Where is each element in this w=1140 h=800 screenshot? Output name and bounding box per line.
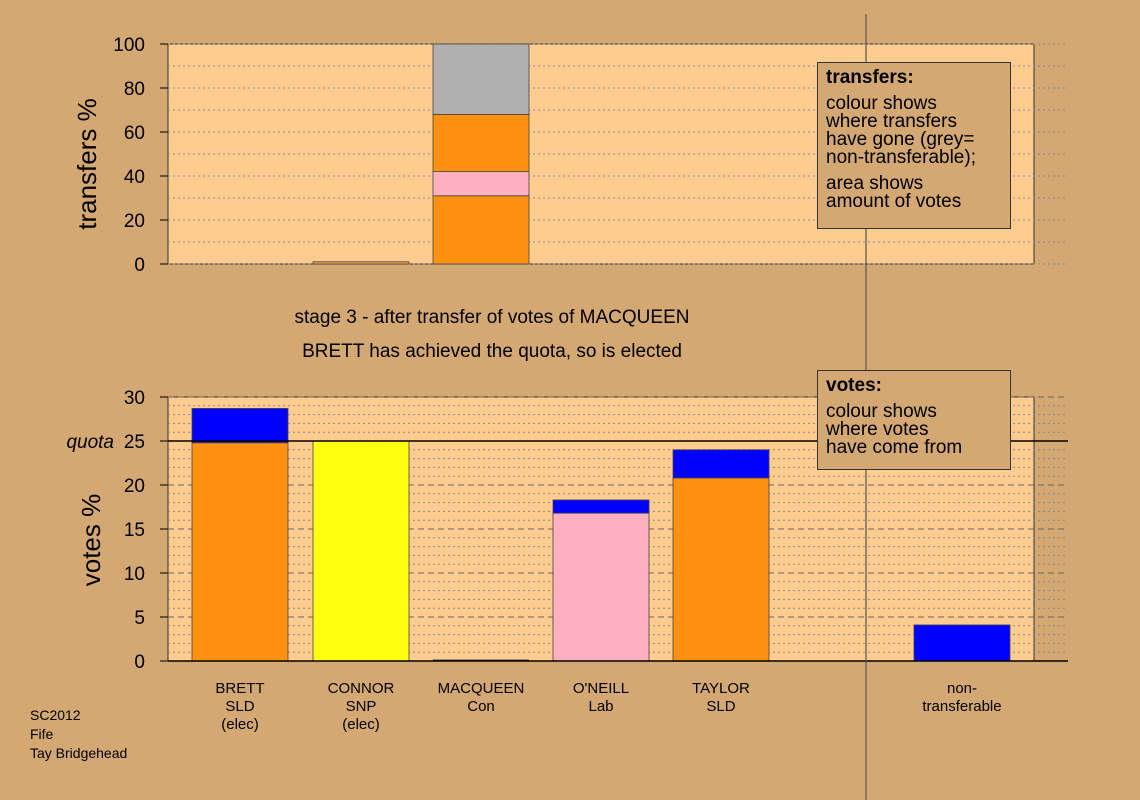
y-tick-label: 60 (124, 123, 145, 144)
candidate-label-line: (elec) (342, 716, 380, 733)
bar-segment-brett (191, 408, 289, 444)
legend-line: where transfers (826, 111, 957, 132)
candidate-label-line: CONNOR (328, 680, 395, 697)
quota-label: quota (66, 432, 114, 453)
legend-line: have gone (grey= (826, 129, 975, 150)
transfers-y-ticks: 0 20 40 60 80 100 (113, 35, 168, 276)
candidate-label-line: SLD (225, 698, 254, 715)
y-tick-label: 0 (134, 255, 145, 276)
y-tick-label: 80 (124, 79, 145, 100)
bar-segment-macqueen (432, 171, 530, 197)
candidate-label-line: Lab (588, 698, 613, 715)
votes-legend-para1: colour shows where votes have come from (826, 401, 1002, 458)
bar-segment-nontransferable (913, 624, 1011, 662)
transfers-legend-para1: colour shows where transfers have gone (… (826, 93, 1002, 168)
y-tick-label: 15 (124, 520, 145, 541)
transfers-legend: transfers: colour shows where transfers … (817, 62, 1011, 229)
legend-line: area shows (826, 173, 924, 194)
votes-legend-title: votes: (826, 375, 882, 396)
candidate-label-line: (elec) (221, 716, 259, 733)
bar-segment-macqueen (432, 43, 530, 115)
legend-line: amount of votes (826, 191, 962, 212)
bar-segment-macqueen (432, 114, 530, 173)
bar-segment-brett (191, 442, 289, 662)
votes-y-axis-title: votes % (76, 494, 106, 587)
stage-result: BRETT has achieved the quota, so is elec… (302, 341, 682, 362)
legend-line: colour shows (826, 401, 937, 422)
candidate-label-line: transferable (922, 698, 1001, 715)
footer-region: Fife (30, 726, 54, 742)
candidate-label-line: O'NEILL (573, 680, 629, 697)
transfers-legend-para2: area shows amount of votes (826, 173, 1002, 212)
votes-legend: votes: colour shows where votes have com… (817, 370, 1011, 470)
bar-segment-oneill (552, 512, 650, 662)
candidate-label-line: TAYLOR (692, 680, 750, 697)
y-tick-label: 40 (124, 167, 145, 188)
y-tick-label: 5 (134, 608, 145, 629)
bar-segment-connor (312, 261, 410, 265)
footer-ward: Tay Bridgehead (30, 745, 128, 761)
votes-y-ticks: 0 5 10 15 20 25 30 (124, 388, 168, 673)
votes-bars (191, 408, 1011, 662)
candidate-label-line: Con (467, 698, 495, 715)
y-tick-label: 0 (134, 652, 145, 673)
transfers-legend-title: transfers: (826, 67, 914, 88)
candidate-label-line: SNP (346, 698, 377, 715)
legend-line: non-transferable); (826, 147, 976, 168)
candidate-label-line: BRETT (215, 680, 264, 697)
y-tick-label: 25 (124, 432, 145, 453)
candidate-labels: BRETTSLD(elec)CONNORSNP(elec)MACQUEENCon… (215, 680, 1001, 733)
bar-segment-oneill (552, 499, 650, 514)
candidate-label-line: SLD (706, 698, 735, 715)
legend-line: have come from (826, 437, 963, 458)
stage-description: stage 3 - after transfer of votes of MAC… (295, 307, 690, 328)
y-tick-label: 20 (124, 211, 145, 232)
bar-segment-taylor (672, 449, 770, 479)
bar-segment-taylor (672, 477, 770, 662)
legend-line: where votes (826, 419, 929, 440)
legend-line: colour shows (826, 93, 937, 114)
transfers-bars (312, 43, 530, 265)
footer-info: SC2012 Fife Tay Bridgehead (30, 706, 127, 763)
y-tick-label: 30 (124, 388, 145, 409)
y-tick-label: 100 (113, 35, 145, 56)
y-tick-label: 20 (124, 476, 145, 497)
y-tick-label: 10 (124, 564, 145, 585)
bar-segment-macqueen (432, 195, 530, 265)
candidate-label-line: non- (947, 680, 977, 697)
footer-election: SC2012 (30, 707, 81, 723)
candidate-label-line: MACQUEEN (438, 680, 525, 697)
transfers-y-axis-title: transfers % (72, 98, 102, 230)
bar-segment-connor (312, 440, 410, 662)
